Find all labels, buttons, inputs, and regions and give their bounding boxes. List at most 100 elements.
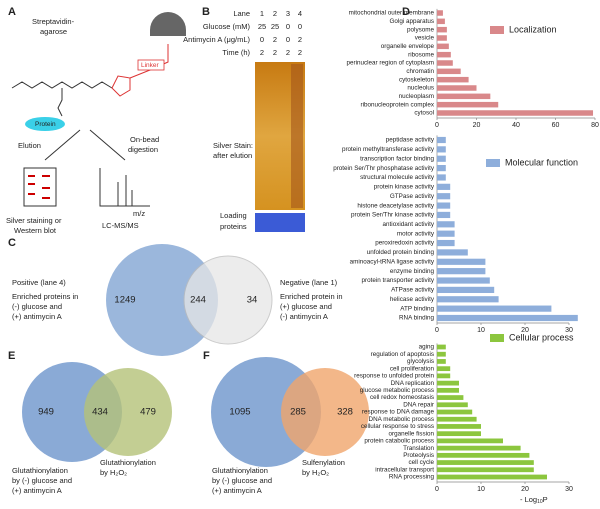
bar (437, 18, 445, 25)
bar (437, 68, 461, 75)
bar (437, 85, 477, 91)
table-cell: 2 (273, 48, 277, 57)
label: Glutathionylation (100, 458, 156, 467)
ms-peaks (117, 175, 133, 206)
y-tick-label: cell cycle (408, 459, 434, 466)
y-tick-label: intracellular transport (375, 466, 434, 473)
table-cell: 2 (286, 48, 290, 57)
y-tick-label: mitochondrial outer membrane (349, 10, 435, 17)
x-tick-label: 30 (565, 327, 573, 334)
label: Silver Stain: (213, 141, 253, 150)
venn-count: 34 (247, 295, 258, 306)
venn-count: 244 (190, 295, 206, 306)
y-tick-label: transcription factor binding (360, 155, 434, 162)
bar (437, 60, 453, 66)
y-tick-label: ribosome (408, 51, 434, 58)
venn-count: 479 (140, 407, 156, 418)
protein (25, 117, 65, 131)
y-tick-label: DNA metabolic process (369, 416, 434, 423)
venn-count: 434 (92, 407, 108, 418)
bar (437, 395, 464, 400)
loading-gel (255, 213, 305, 232)
bar (437, 359, 446, 364)
y-tick-label: RNA processing (389, 474, 435, 481)
table-cell: Antimycin A (μg/mL) (183, 35, 250, 44)
y-tick-label: DNA replication (391, 380, 435, 387)
y-tick-label: motor activity (397, 230, 435, 237)
table-cell: 0 (286, 22, 290, 31)
y-tick-label: cell proliferation (390, 365, 435, 372)
y-tick-label: DNA repair (403, 401, 434, 408)
bar (437, 110, 594, 116)
label: by H₂O₂ (302, 468, 329, 477)
bar (437, 26, 447, 33)
bar (437, 305, 552, 312)
x-tick-label: 20 (521, 327, 529, 334)
bar (437, 402, 468, 408)
table-cell: 3 (286, 9, 290, 18)
label: Positive (lane 4) (12, 278, 66, 287)
bar (437, 193, 451, 200)
panel-label: C (8, 237, 16, 249)
y-tick-label: Golgi apparatus (390, 18, 434, 25)
label: Sulfenylation (302, 458, 345, 467)
y-tick-label: cytosol (414, 110, 434, 117)
table-cell: 4 (298, 9, 302, 18)
bar (437, 93, 491, 100)
y-tick-label: Proteolysis (403, 452, 434, 459)
x-tick-label: 60 (552, 122, 560, 129)
bar (437, 314, 578, 322)
label: (+) glucose and (280, 302, 332, 311)
venn-circle (183, 255, 273, 345)
bar (437, 416, 477, 422)
label: (-) glucose and (12, 302, 62, 311)
bar (437, 438, 503, 444)
bead (150, 12, 186, 36)
bar (437, 165, 446, 172)
table-cell: Lane (233, 9, 250, 18)
structure (11, 81, 113, 89)
label: Glutathionylation (212, 466, 268, 475)
y-tick-label: histone deacetylase activity (357, 202, 435, 209)
ms-axes (99, 168, 150, 207)
label: Elution (18, 141, 41, 150)
x-tick-label: 80 (591, 122, 599, 129)
table-cell: 2 (273, 35, 277, 44)
bar (437, 409, 473, 415)
y-tick-label: protein kinase activity (374, 184, 435, 191)
gel-bands (28, 175, 50, 199)
y-tick-label: cellular response to stress (361, 423, 434, 430)
structure (57, 88, 63, 117)
bar (437, 344, 446, 350)
label: Loading (220, 211, 247, 220)
x-tick-label: 10 (477, 327, 485, 334)
bar (437, 474, 547, 480)
x-axis-label-part: - Log (520, 495, 537, 504)
y-tick-label: peroxiredoxin activity (375, 240, 435, 247)
y-tick-label: protein catabolic process (364, 438, 434, 445)
venn-count: 285 (290, 407, 306, 418)
y-tick-label: ribonucleoprotein complex (360, 101, 434, 108)
x-tick-label: 0 (435, 327, 439, 334)
table-cell: 0 (260, 35, 264, 44)
table-cell: 2 (260, 48, 264, 57)
x-axis-label-part: 10 (537, 499, 543, 505)
y-tick-label: cell redox homeostasis (370, 394, 434, 401)
label: Negative (lane 1) (280, 278, 338, 287)
label: agarose (40, 27, 67, 36)
x-tick-label: 20 (521, 486, 529, 493)
venn-count: 1095 (229, 407, 250, 418)
bar (437, 202, 451, 209)
y-tick-label: organelle envelope (381, 43, 435, 50)
bar (437, 296, 499, 303)
bar (437, 174, 446, 181)
label: (+) antimycin A (212, 486, 262, 495)
x-axis-label-part: P (543, 495, 548, 504)
venn-circle (281, 368, 369, 456)
y-tick-label: organelle fission (388, 430, 434, 437)
label: digestion (128, 145, 158, 154)
y-tick-label: glycolysis (407, 358, 434, 365)
x-tick-label: 20 (473, 122, 481, 129)
label: Enriched protein in (280, 292, 343, 301)
